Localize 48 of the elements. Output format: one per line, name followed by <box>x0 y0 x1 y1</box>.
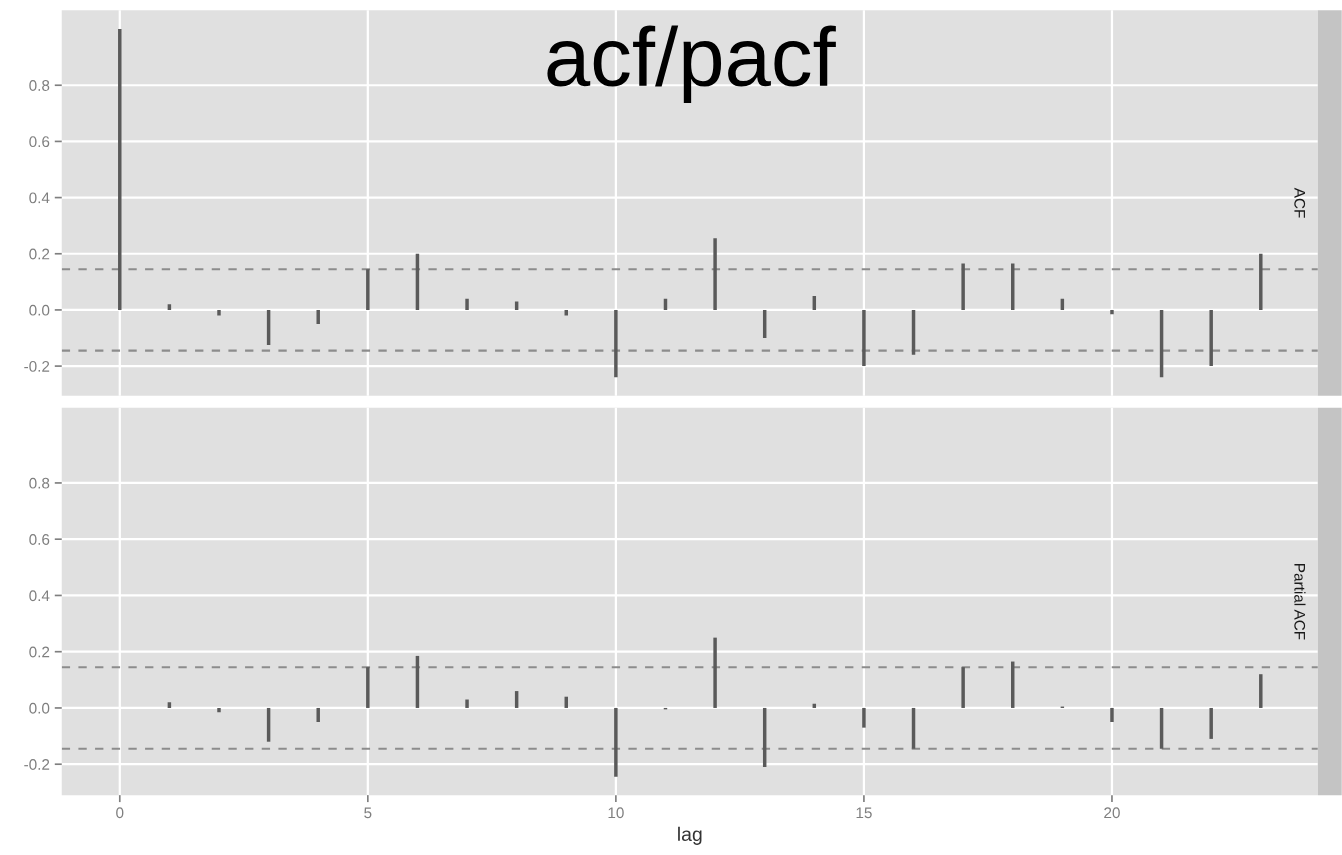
bar <box>1209 707 1213 739</box>
bar <box>1110 309 1114 315</box>
bar <box>1259 253 1263 310</box>
annotation: acf/pacf <box>547 25 836 104</box>
bar <box>514 301 519 310</box>
y-tick-label: 0.2 <box>29 646 50 658</box>
bar <box>614 309 618 378</box>
x-tick-label: 20 <box>1104 807 1120 819</box>
y-tick-label: 0.4 <box>29 192 50 204</box>
y-tick-label: 0.0 <box>29 304 50 316</box>
y-axis-title: Partial ACF <box>1294 564 1306 640</box>
bar <box>862 309 866 367</box>
y-tick-label: 0.0 <box>29 702 50 714</box>
x-tick-label: 0 <box>116 807 124 819</box>
y-tick-label: -0.2 <box>24 759 50 770</box>
x-axis-title: lag <box>678 826 702 845</box>
bar <box>366 269 370 310</box>
x-tick-label: 15 <box>856 807 872 819</box>
bar <box>1110 707 1114 723</box>
y-tick-label: 0.6 <box>29 136 50 148</box>
bar <box>366 667 370 708</box>
y-tick-label: 0.2 <box>29 248 50 260</box>
y-tick-label: 0.4 <box>29 590 50 602</box>
x-tick-label: 5 <box>364 807 372 819</box>
bar <box>1259 674 1263 708</box>
bar <box>167 304 172 310</box>
bar <box>167 702 172 708</box>
y-tick-label: -0.2 <box>24 360 50 372</box>
bar <box>713 238 717 310</box>
bar <box>564 309 568 316</box>
bar <box>316 707 320 723</box>
bar <box>862 707 866 728</box>
bar <box>118 29 122 310</box>
bar <box>1209 309 1213 367</box>
bar <box>713 637 717 708</box>
bar <box>316 309 320 324</box>
y-tick-label: 0.8 <box>29 80 50 91</box>
bar <box>961 667 965 708</box>
x-tick-label: 10 <box>608 807 624 819</box>
y-tick-label: 0.8 <box>29 477 50 489</box>
y-axis-title: ACF <box>1294 187 1306 218</box>
bar <box>614 707 618 777</box>
bar <box>465 699 469 708</box>
bar <box>465 298 469 310</box>
bar <box>961 263 965 310</box>
y-tick-label: 0.6 <box>29 534 50 545</box>
bar <box>217 309 221 316</box>
bar <box>217 707 221 713</box>
